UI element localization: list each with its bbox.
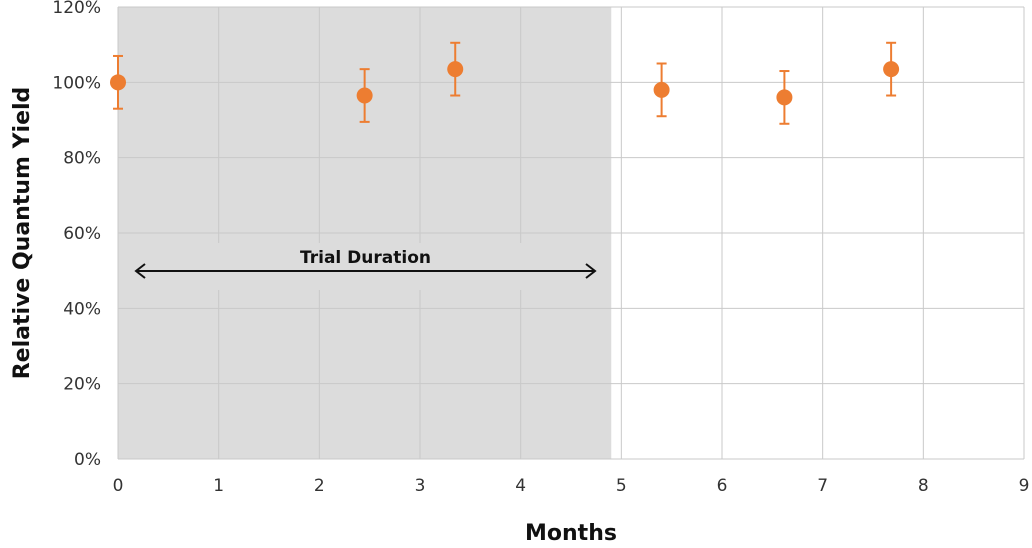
y-tick-label: 120% [52,0,101,18]
data-point [447,61,464,78]
y-tick-label: 20% [63,375,101,395]
y-tick-label: 100% [52,73,101,93]
x-tick-label: 7 [817,476,828,496]
data-point [110,74,126,91]
data-point [653,81,670,98]
x-tick-label: 3 [415,476,426,496]
data-point [776,89,793,106]
x-tick-label: 1 [213,476,224,496]
x-tick-label: 0 [113,476,124,496]
y-tick-label: 0% [74,450,101,470]
x-tick-label: 6 [717,476,728,496]
x-tick-label: 5 [616,476,627,496]
arrowhead-right [585,263,597,279]
x-tick-label: 8 [918,476,929,496]
x-axis-title: Months [525,521,617,546]
trial-duration-label: Trial Duration [300,248,431,268]
x-tick-label: 4 [515,476,526,496]
data-point [356,87,373,104]
y-tick-label: 60% [63,224,101,244]
y-tick-label: 40% [63,299,101,319]
y-axis-title: Relative Quantum Yield [10,87,35,380]
x-tick-label: 9 [1019,476,1030,496]
x-tick-label: 2 [314,476,325,496]
y-tick-label: 80% [63,149,101,169]
data-point [883,61,900,78]
arrowhead-left [134,263,146,279]
